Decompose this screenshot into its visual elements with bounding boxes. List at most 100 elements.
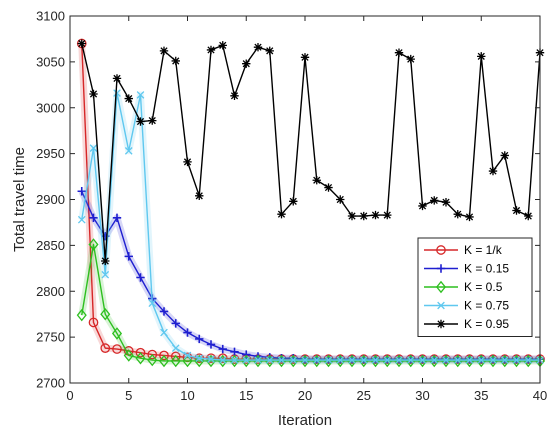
data-point — [394, 48, 404, 57]
data-point — [453, 209, 462, 219]
data-point — [277, 356, 286, 364]
y-tick-label: 2850 — [36, 238, 65, 253]
series-4 — [77, 39, 545, 266]
data-point — [195, 354, 204, 363]
legend-label: K = 0.95 — [464, 317, 509, 331]
data-point — [242, 356, 251, 364]
data-point — [406, 356, 415, 364]
data-point — [417, 354, 428, 368]
data-point — [276, 354, 287, 368]
legend-label: K = 0.15 — [464, 262, 509, 276]
data-point — [148, 116, 157, 125]
data-point — [218, 344, 227, 354]
x-tick-label: 15 — [239, 388, 253, 403]
data-point — [229, 354, 240, 368]
y-tick-label: 2900 — [36, 192, 65, 207]
data-point — [489, 356, 497, 364]
data-point — [348, 356, 356, 364]
data-point — [418, 201, 427, 211]
data-point — [242, 350, 251, 359]
data-point — [265, 46, 274, 56]
data-point — [524, 356, 533, 364]
data-point — [264, 354, 275, 368]
series-line — [81, 92, 540, 361]
data-point — [101, 256, 110, 266]
legend-entry: K = 0.15 — [424, 262, 509, 276]
data-point — [230, 347, 239, 357]
data-point — [436, 264, 446, 273]
data-point — [89, 89, 98, 99]
data-point — [371, 210, 380, 220]
data-point — [453, 356, 462, 364]
data-point — [253, 42, 263, 52]
data-point — [441, 198, 451, 207]
data-point — [195, 191, 204, 201]
data-point — [371, 356, 380, 364]
data-point — [89, 144, 98, 152]
series-line — [81, 243, 540, 362]
data-point — [217, 353, 228, 364]
data-point — [300, 53, 310, 62]
data-point — [500, 151, 509, 160]
data-point — [77, 39, 86, 48]
data-point — [464, 354, 475, 368]
data-point — [476, 354, 487, 368]
data-point — [382, 354, 393, 368]
data-point — [183, 351, 192, 360]
data-point — [487, 354, 499, 368]
data-point — [511, 354, 522, 368]
y-tick-label: 2750 — [36, 330, 65, 345]
data-point — [442, 356, 450, 364]
data-point — [170, 354, 181, 368]
data-point — [159, 350, 169, 361]
y-tick-label: 3100 — [36, 9, 65, 24]
data-point — [437, 301, 445, 310]
data-point — [148, 299, 157, 307]
legend-label: K = 0.75 — [464, 299, 509, 313]
legend-label: K = 0.5 — [464, 280, 503, 294]
data-point — [393, 354, 405, 368]
data-point — [499, 354, 510, 368]
data-point — [207, 355, 215, 363]
data-point — [323, 354, 334, 368]
data-point — [194, 354, 205, 368]
data-point — [171, 344, 180, 352]
data-point — [436, 245, 446, 255]
y-tick-label: 3050 — [36, 54, 65, 69]
data-point — [242, 59, 251, 68]
data-point — [112, 213, 122, 223]
data-point — [346, 354, 358, 368]
data-point — [430, 196, 439, 205]
data-point — [241, 354, 252, 368]
x-tick-label: 0 — [66, 388, 73, 403]
series-line — [81, 43, 541, 262]
data-point — [183, 157, 192, 167]
data-point — [370, 354, 381, 368]
data-point — [77, 215, 86, 224]
data-point — [335, 354, 346, 368]
data-point — [112, 344, 122, 354]
data-point — [124, 94, 133, 103]
data-point — [312, 176, 321, 185]
data-point — [524, 211, 533, 221]
data-point — [523, 354, 534, 368]
data-point — [477, 356, 486, 364]
data-point — [171, 56, 180, 66]
series-2 — [76, 238, 546, 368]
x-tick-label: 5 — [125, 388, 132, 403]
data-point — [358, 354, 369, 368]
data-point — [136, 91, 145, 99]
x-tick-label: 20 — [298, 388, 312, 403]
data-point — [311, 354, 322, 368]
series-line — [81, 190, 540, 360]
data-point — [406, 54, 415, 64]
data-point — [206, 45, 216, 55]
x-tick-label: 25 — [357, 388, 371, 403]
data-point — [435, 280, 447, 294]
data-point — [195, 334, 204, 344]
x-tick-label: 10 — [180, 388, 194, 403]
data-point — [289, 356, 298, 364]
data-point — [88, 238, 99, 251]
data-point — [359, 211, 368, 221]
series-3 — [77, 89, 544, 364]
